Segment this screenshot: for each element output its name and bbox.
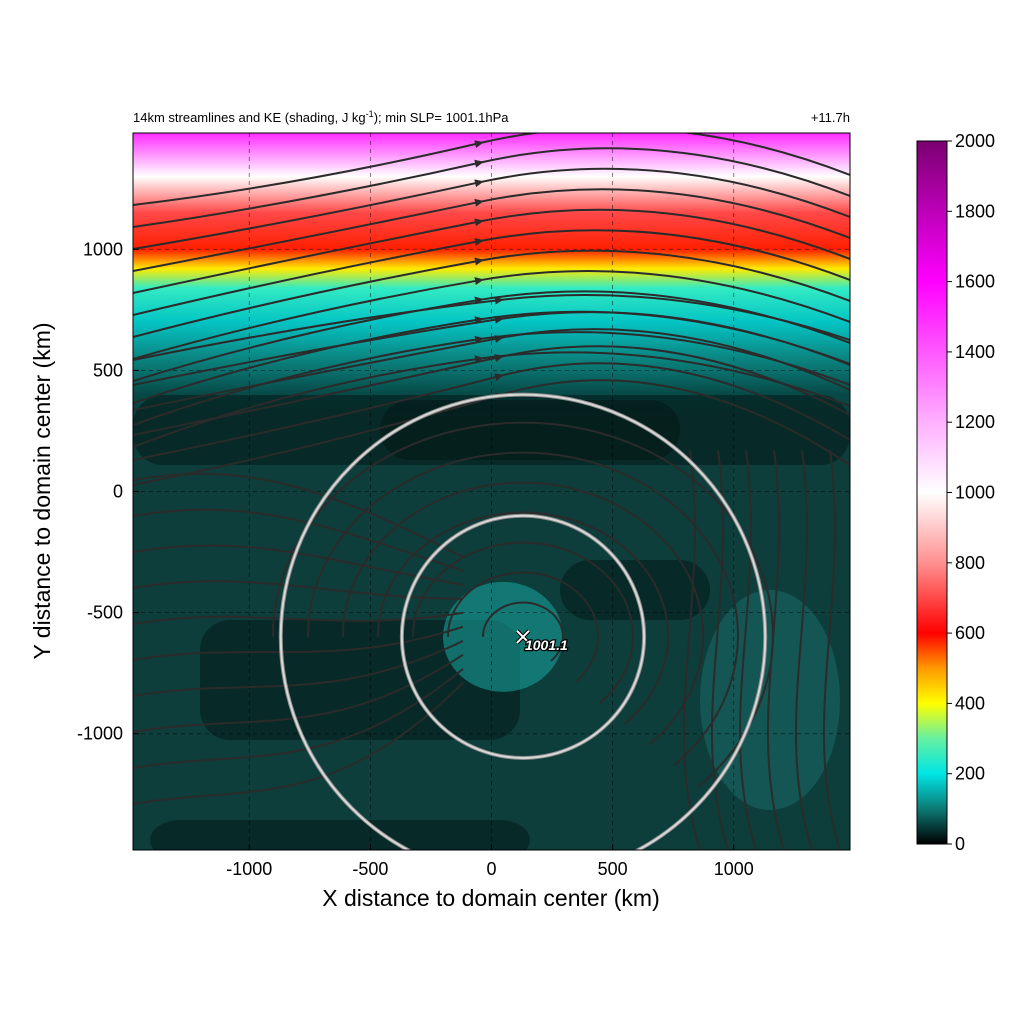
y-tick-label: -500 [87, 603, 123, 623]
streamlines [133, 133, 850, 850]
streamline [341, 481, 704, 746]
streamline [133, 472, 464, 558]
streamline [133, 331, 850, 426]
time-label: +11.7h [811, 110, 850, 125]
streamline [133, 188, 850, 272]
y-tick-label: -1000 [77, 724, 123, 744]
streamline [133, 625, 464, 661]
colorbar-tick-label: 1800 [955, 201, 995, 221]
streamline [133, 611, 464, 625]
range-circles [278, 392, 768, 850]
streamline [711, 449, 729, 850]
streamline [133, 668, 464, 769]
chart-title: 14km streamlines and KE (shading, J kg-1… [133, 109, 509, 125]
y-tick-label: 0 [113, 482, 123, 502]
streamline [133, 580, 463, 600]
streamline [133, 249, 850, 338]
streamline [411, 541, 634, 704]
x-axis-label: X distance to domain center (km) [322, 885, 659, 911]
streamline [271, 421, 774, 788]
x-tick-label: 500 [598, 859, 628, 879]
x-tick-label: -500 [352, 859, 388, 879]
y-axis-label: Y distance to domain center (km) [29, 322, 55, 659]
min-slp-label: 1001.1 [525, 637, 568, 653]
streamline [133, 147, 850, 228]
colorbar-tick-label: 1200 [955, 412, 995, 432]
colorbar-tick-label: 400 [955, 693, 985, 713]
streamline [823, 449, 841, 850]
range-circle-inner [279, 393, 767, 850]
streamline [133, 508, 464, 572]
streamline [133, 294, 850, 361]
core-ke-patch [442, 581, 563, 692]
streamline [683, 449, 701, 850]
streamline [306, 451, 739, 767]
streamline [133, 328, 850, 411]
colorbar-tick-label: 1400 [955, 342, 995, 362]
colorbar-tick-label: 1600 [955, 272, 995, 292]
min-slp-marker: 1001.1 [515, 629, 569, 654]
x-tick-label: -1000 [226, 859, 272, 879]
streamline [133, 167, 850, 250]
colorbar-tick-label: 600 [955, 623, 985, 643]
colorbar-tick-label: 200 [955, 764, 985, 784]
x-axis-ticks: -1000 -500 0 500 1000 [226, 844, 754, 879]
y-axis-ticks: -1000 -500 0 500 1000 [77, 239, 139, 744]
y-tick-label: 500 [93, 360, 123, 380]
streamline [133, 290, 850, 382]
streamline [376, 511, 669, 725]
range-circle-inner [400, 514, 646, 759]
colorbar-tick-label: 800 [955, 553, 985, 573]
colorbar-tick-label: 1000 [955, 483, 995, 503]
streamline [133, 544, 464, 586]
colorbar-ticks: 0 200 400 600 800 1000 1200 1400 1600 1800 2000 [947, 131, 995, 854]
streamline [133, 351, 850, 448]
y-tick-label: 1000 [83, 239, 123, 259]
x-tick-label: 1000 [714, 859, 754, 879]
streamline [133, 639, 464, 697]
streamline [767, 449, 785, 850]
streamline [795, 449, 813, 850]
min-slp-cross [516, 630, 530, 644]
colorbar-tick-label: 0 [955, 834, 965, 854]
colorbar [916, 140, 948, 845]
low-ke-patch [380, 400, 680, 460]
streamline [133, 270, 850, 360]
plot-area [133, 133, 850, 850]
streamline [133, 362, 850, 461]
streamline [133, 345, 850, 436]
streamline [739, 449, 757, 850]
streamline [133, 311, 850, 386]
x-tick-label: 0 [486, 859, 496, 879]
streamline [446, 571, 599, 683]
streamline [133, 133, 850, 206]
low-ke-patch [150, 820, 530, 850]
streamline [133, 229, 850, 316]
streamline [133, 208, 850, 294]
streamline [133, 682, 464, 805]
streamline [481, 601, 564, 662]
colorbar-tick-label: 2000 [955, 131, 995, 151]
